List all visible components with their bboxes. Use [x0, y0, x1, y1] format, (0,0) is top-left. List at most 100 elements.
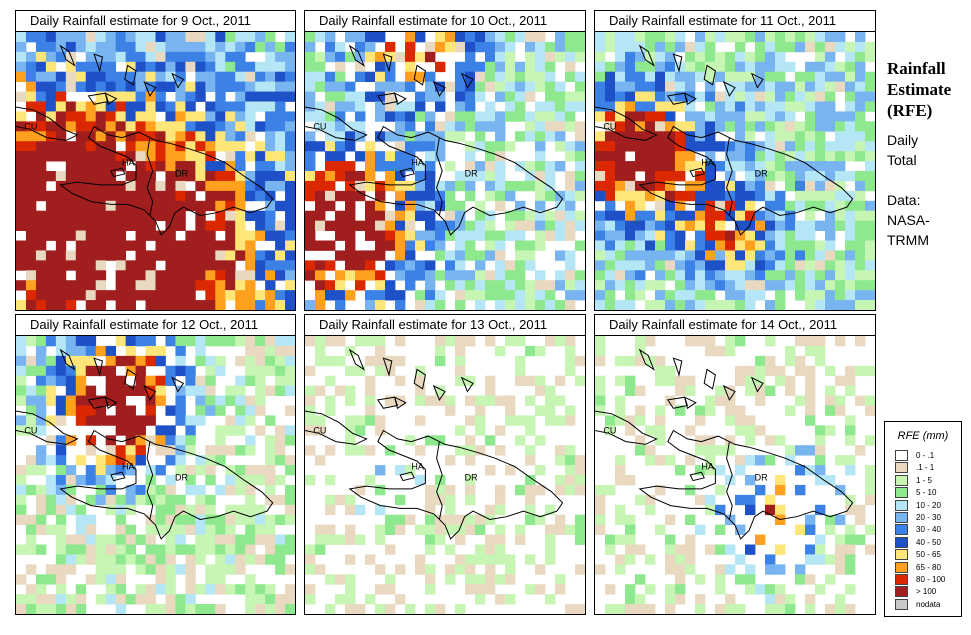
rainfall-cell — [125, 91, 136, 102]
rainfall-cell — [16, 395, 27, 406]
rainfall-cell — [445, 32, 456, 43]
rainfall-cell — [635, 220, 646, 231]
rainfall-cell — [715, 61, 726, 73]
rainfall-cell — [445, 131, 456, 142]
rainfall-cell — [85, 131, 97, 142]
rainfall-cell — [255, 121, 266, 132]
rainfall-cell — [855, 230, 866, 241]
rainfall-cell — [55, 51, 67, 63]
rainfall-cell — [595, 280, 606, 291]
rainfall-cell — [465, 121, 476, 132]
rainfall-cell — [235, 61, 246, 73]
rainfall-cell — [125, 81, 136, 92]
rainfall-cell — [525, 415, 536, 426]
rainfall-cell — [425, 574, 436, 585]
rainfall-cell — [135, 200, 146, 212]
rainfall-cell — [365, 290, 376, 301]
rainfall-cell — [485, 544, 496, 555]
rainfall-cell — [805, 101, 816, 112]
rainfall-cell — [285, 240, 295, 251]
rainfall-cell — [95, 270, 107, 281]
rainfall-cell — [55, 260, 67, 271]
rainfall-cell — [675, 405, 686, 416]
rainfall-cell — [655, 240, 666, 251]
bahamas-island — [722, 384, 736, 401]
rainfall-cell — [135, 455, 146, 466]
rainfall-cell — [425, 280, 436, 291]
rainfall-cell — [375, 534, 386, 545]
rainfall-cell — [655, 220, 666, 231]
rainfall-cell — [845, 524, 856, 535]
rainfall-cell — [425, 171, 436, 182]
rainfall-cell — [155, 91, 166, 102]
rainfall-cell — [465, 61, 476, 73]
rainfall-cell — [315, 210, 326, 222]
rainfall-cell — [815, 345, 826, 357]
rainfall-cell — [755, 32, 766, 43]
rainfall-cell — [135, 584, 146, 595]
rainfall-cell — [605, 171, 616, 182]
rainfall-cell — [245, 171, 256, 182]
rainfall-cell — [485, 336, 496, 347]
rainfall-cell — [695, 51, 706, 63]
rainfall-cell — [155, 161, 166, 172]
rainfall-cell — [465, 190, 476, 202]
rainfall-cell — [405, 240, 416, 251]
rainfall-cell — [495, 494, 506, 506]
rainfall-cell — [815, 435, 826, 446]
rainfall-cell — [695, 91, 706, 102]
rainfall-cell — [35, 280, 47, 291]
rainfall-cell — [415, 101, 426, 112]
rainfall-cell — [745, 375, 756, 387]
rainfall-cell — [335, 280, 346, 291]
rainfall-cell — [45, 171, 57, 182]
rainfall-cell — [175, 101, 186, 112]
rainfall-cell — [425, 141, 436, 152]
rainfall-cell — [675, 574, 686, 585]
rainfall-cell — [115, 220, 126, 231]
rainfall-cell — [235, 564, 246, 575]
rainfall-cell — [775, 475, 786, 486]
rainfall-cell — [495, 91, 506, 102]
rainfall-cell — [365, 91, 376, 102]
rainfall-cell — [165, 111, 176, 122]
rainfall-cell — [775, 260, 786, 271]
rainfall-cell — [255, 180, 266, 192]
rainfall-cell — [145, 336, 156, 347]
rainfall-cell — [205, 260, 216, 271]
rainfall-cell — [355, 425, 366, 436]
rainfall-cell — [275, 475, 286, 486]
rainfall-cell — [515, 32, 526, 43]
rainfall-cell — [695, 171, 706, 182]
rainfall-cell — [815, 270, 826, 281]
rainfall-cell — [835, 121, 846, 132]
rainfall-cell — [805, 210, 816, 222]
rainfall-cell — [635, 200, 646, 212]
rainfall-cell — [105, 415, 117, 426]
rainfall-cell — [655, 190, 666, 202]
rainfall-cell — [95, 220, 107, 231]
rainfall-cell — [695, 200, 706, 212]
rainfall-cell — [735, 494, 746, 506]
rainfall-cell — [355, 250, 366, 261]
rainfall-cell — [375, 161, 386, 172]
rainfall-cell — [395, 240, 406, 251]
rainfall-cell — [175, 465, 186, 476]
rainfall-cell — [175, 270, 186, 281]
rainfall-cell — [105, 445, 117, 456]
rainfall-cell — [375, 111, 386, 122]
rainfall-map-6: CU HA DR — [594, 335, 876, 615]
rainfall-cell — [835, 270, 846, 281]
rainfall-cell — [525, 91, 536, 102]
rainfall-cell — [165, 514, 176, 526]
rainfall-cell — [725, 61, 736, 73]
rainfall-cell — [745, 121, 756, 132]
rainfall-cell — [235, 375, 246, 387]
rainfall-cell — [575, 524, 585, 535]
rainfall-cell — [725, 270, 736, 281]
rainfall-cell — [855, 141, 866, 152]
rainfall-cell — [495, 544, 506, 555]
rainfall-cell — [305, 584, 316, 595]
rainfall-cell — [595, 250, 606, 261]
rainfall-cell — [375, 200, 386, 212]
